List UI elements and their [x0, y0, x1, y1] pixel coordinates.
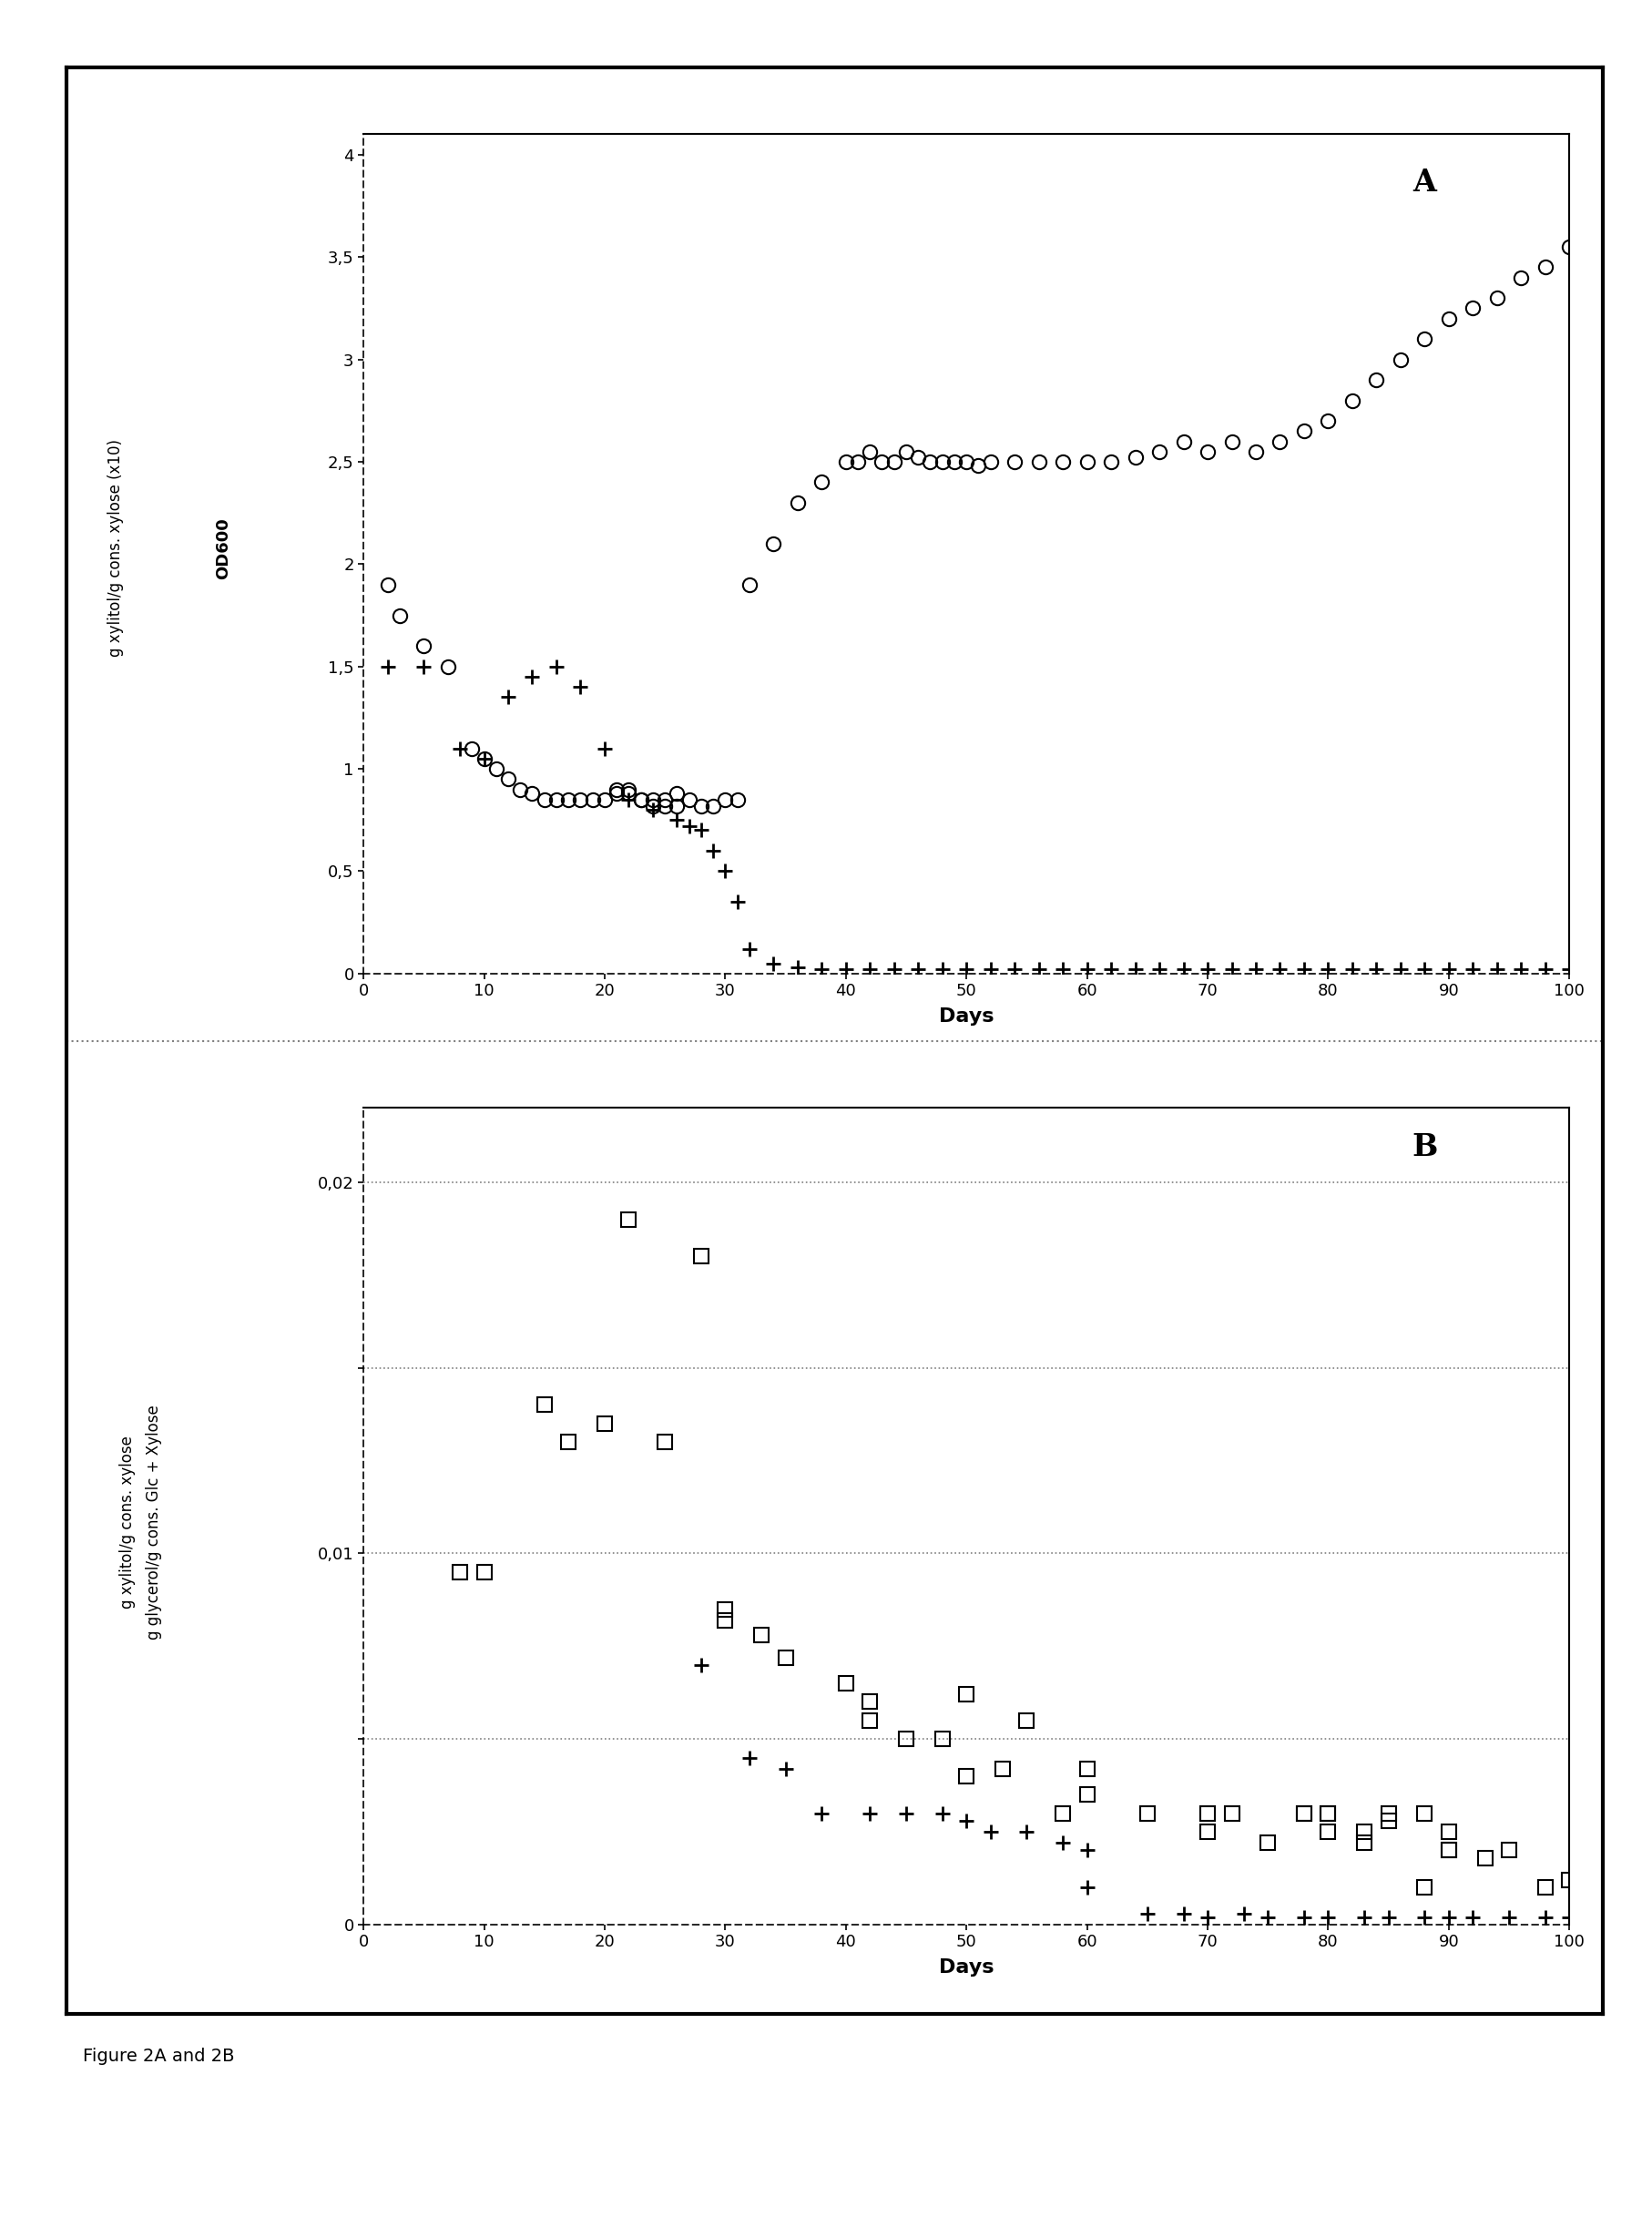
Text: g xylitol/g cons. xylose
g glycerol/g cons. Glc + Xylose: g xylitol/g cons. xylose g glycerol/g co…	[119, 1405, 162, 1638]
Text: B: B	[1412, 1132, 1437, 1162]
X-axis label: Days: Days	[938, 1007, 995, 1025]
Text: A: A	[1412, 168, 1437, 197]
Text: g xylitol/g cons. xylose (x10): g xylitol/g cons. xylose (x10)	[107, 439, 124, 658]
X-axis label: Days: Days	[938, 1958, 995, 1976]
Text: Figure 2A and 2B: Figure 2A and 2B	[83, 2048, 235, 2066]
Text: OD600: OD600	[215, 517, 231, 580]
